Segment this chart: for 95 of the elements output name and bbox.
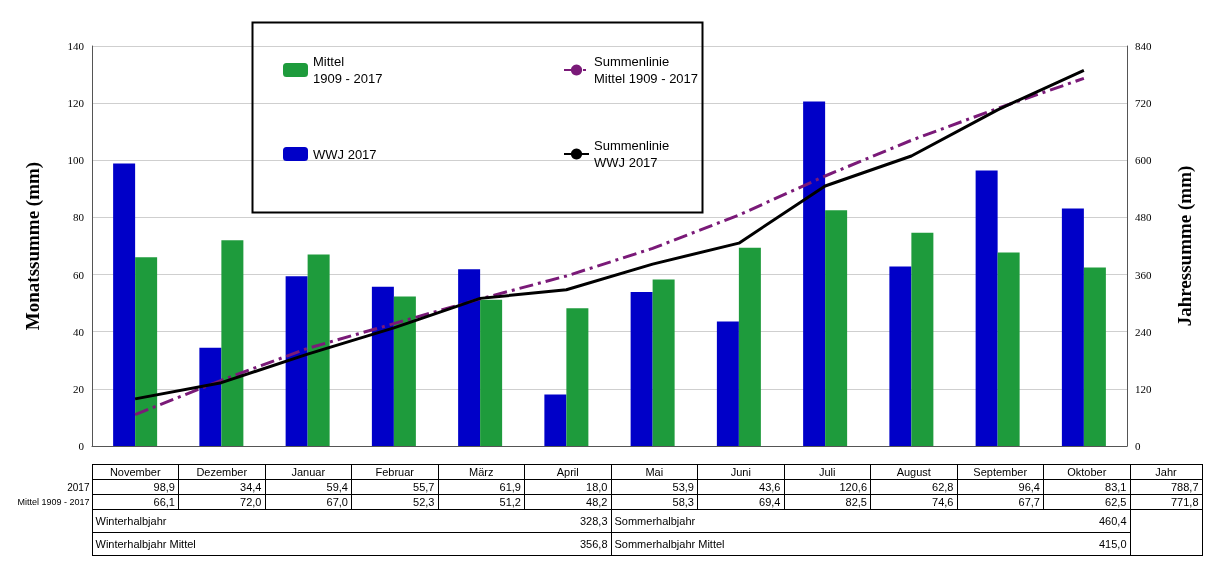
- y-tick-label: 40: [73, 325, 85, 338]
- data-label: 98,9: [92, 479, 179, 495]
- bar: [825, 210, 848, 446]
- data-label: 62,5: [1043, 494, 1130, 510]
- text: 460,4: [1098, 515, 1127, 527]
- text: Sommerhalbjahr Mittel: [614, 537, 725, 552]
- data-label: 69,4: [697, 494, 784, 510]
- y2-tick-label: 0: [1135, 440, 1141, 452]
- x-tick-label: März: [438, 464, 525, 480]
- data-label: 72,0: [178, 494, 265, 510]
- bar: [221, 240, 244, 446]
- text: Winterhalbjahr Mittel: [95, 537, 196, 552]
- bar: [1083, 267, 1106, 446]
- data-label: 96,4: [957, 479, 1044, 495]
- data-label: 55,7: [351, 479, 438, 495]
- legend-label: Mittel 1909 - 2017: [313, 54, 383, 86]
- bar: [285, 276, 308, 446]
- y-axis-title: Monatssumme (mm): [22, 161, 44, 331]
- y2-tick-label: 240: [1135, 325, 1152, 338]
- bar: [630, 292, 653, 446]
- y2-tick-label: 480: [1135, 211, 1152, 224]
- text: Jahr: [1130, 464, 1202, 480]
- data-label: 34,4: [178, 479, 265, 495]
- data-label: 61,9: [438, 479, 525, 495]
- y-tick-label: 20: [73, 382, 85, 395]
- x-tick-label: Mai: [611, 464, 698, 480]
- data-label: 52,3: [351, 494, 438, 510]
- x-tick-label: Juli: [784, 464, 871, 480]
- y2-tick-label: 600: [1135, 154, 1152, 167]
- y-tick-label: 140: [67, 40, 85, 52]
- y-tick-label: 120: [67, 97, 85, 110]
- y2-tick-label: 720: [1135, 97, 1152, 110]
- text: 415,0: [1098, 538, 1127, 550]
- y-tick-label: 100: [67, 154, 85, 167]
- x-tick-label: Oktober: [1043, 464, 1130, 480]
- bar: [738, 247, 761, 446]
- legend-label: Summenlinie Mittel 1909 - 2017: [594, 54, 699, 86]
- text: Mittel 1909 - 2017: [16, 496, 91, 509]
- text: Winterhalbjahr: [95, 514, 167, 529]
- text: 788,7: [1130, 479, 1202, 495]
- y2-tick-label: 120: [1135, 382, 1152, 395]
- data-label: 18,0: [524, 479, 611, 495]
- y-tick-label: 80: [73, 211, 85, 224]
- bar: [889, 266, 912, 446]
- text: 2017: [66, 480, 91, 495]
- bar: [652, 279, 675, 446]
- x-tick-label: November: [92, 464, 179, 480]
- data-label: 120,6: [784, 479, 871, 495]
- x-tick-label: Januar: [265, 464, 352, 480]
- bar: [480, 299, 503, 446]
- x-tick-label: April: [524, 464, 611, 480]
- bar: [716, 321, 739, 446]
- data-label: 58,3: [611, 494, 698, 510]
- bar: [393, 296, 416, 446]
- data-label: 67,7: [957, 494, 1044, 510]
- data-label: 48,2: [524, 494, 611, 510]
- data-label: 43,6: [697, 479, 784, 495]
- bar: [544, 394, 567, 446]
- bar: [458, 269, 481, 446]
- data-label: 53,9: [611, 479, 698, 495]
- bar: [199, 347, 222, 446]
- bar: [566, 308, 589, 446]
- bar: [997, 252, 1020, 446]
- bar: [1061, 208, 1084, 446]
- text: 771,8: [1130, 494, 1202, 510]
- data-label: 67,0: [265, 494, 352, 510]
- bar: [135, 257, 158, 446]
- x-tick-label: Februar: [351, 464, 438, 480]
- y2-tick-label: 360: [1135, 268, 1152, 281]
- legend-label: Summenlinie WWJ 2017: [594, 138, 670, 170]
- x-tick-label: September: [957, 464, 1044, 480]
- data-label: 59,4: [265, 479, 352, 495]
- bar: [307, 254, 330, 446]
- text: 328,3: [579, 515, 608, 527]
- bar: [803, 101, 826, 446]
- text: 356,8: [579, 538, 608, 550]
- y-tick-label: 0: [78, 440, 85, 452]
- y-tick-label: 60: [73, 268, 85, 281]
- data-label: 66,1: [92, 494, 179, 510]
- y2-tick-label: 840: [1135, 40, 1152, 52]
- data-label: 51,2: [438, 494, 525, 510]
- legend-label: WWJ 2017: [313, 146, 377, 162]
- bar: [371, 286, 394, 446]
- x-tick-label: Dezember: [178, 464, 265, 480]
- data-label: 83,1: [1043, 479, 1130, 495]
- data-label: 74,6: [870, 494, 957, 510]
- x-tick-label: August: [870, 464, 957, 480]
- bar: [975, 170, 998, 446]
- text: Sommerhalbjahr: [614, 514, 696, 529]
- bar: [113, 163, 136, 446]
- bar: [911, 232, 934, 446]
- data-label: 82,5: [784, 494, 871, 510]
- y2-axis-title: Jahressumme (mm): [1174, 165, 1196, 327]
- data-label: 62,8: [870, 479, 957, 495]
- x-tick-label: Juni: [697, 464, 784, 480]
